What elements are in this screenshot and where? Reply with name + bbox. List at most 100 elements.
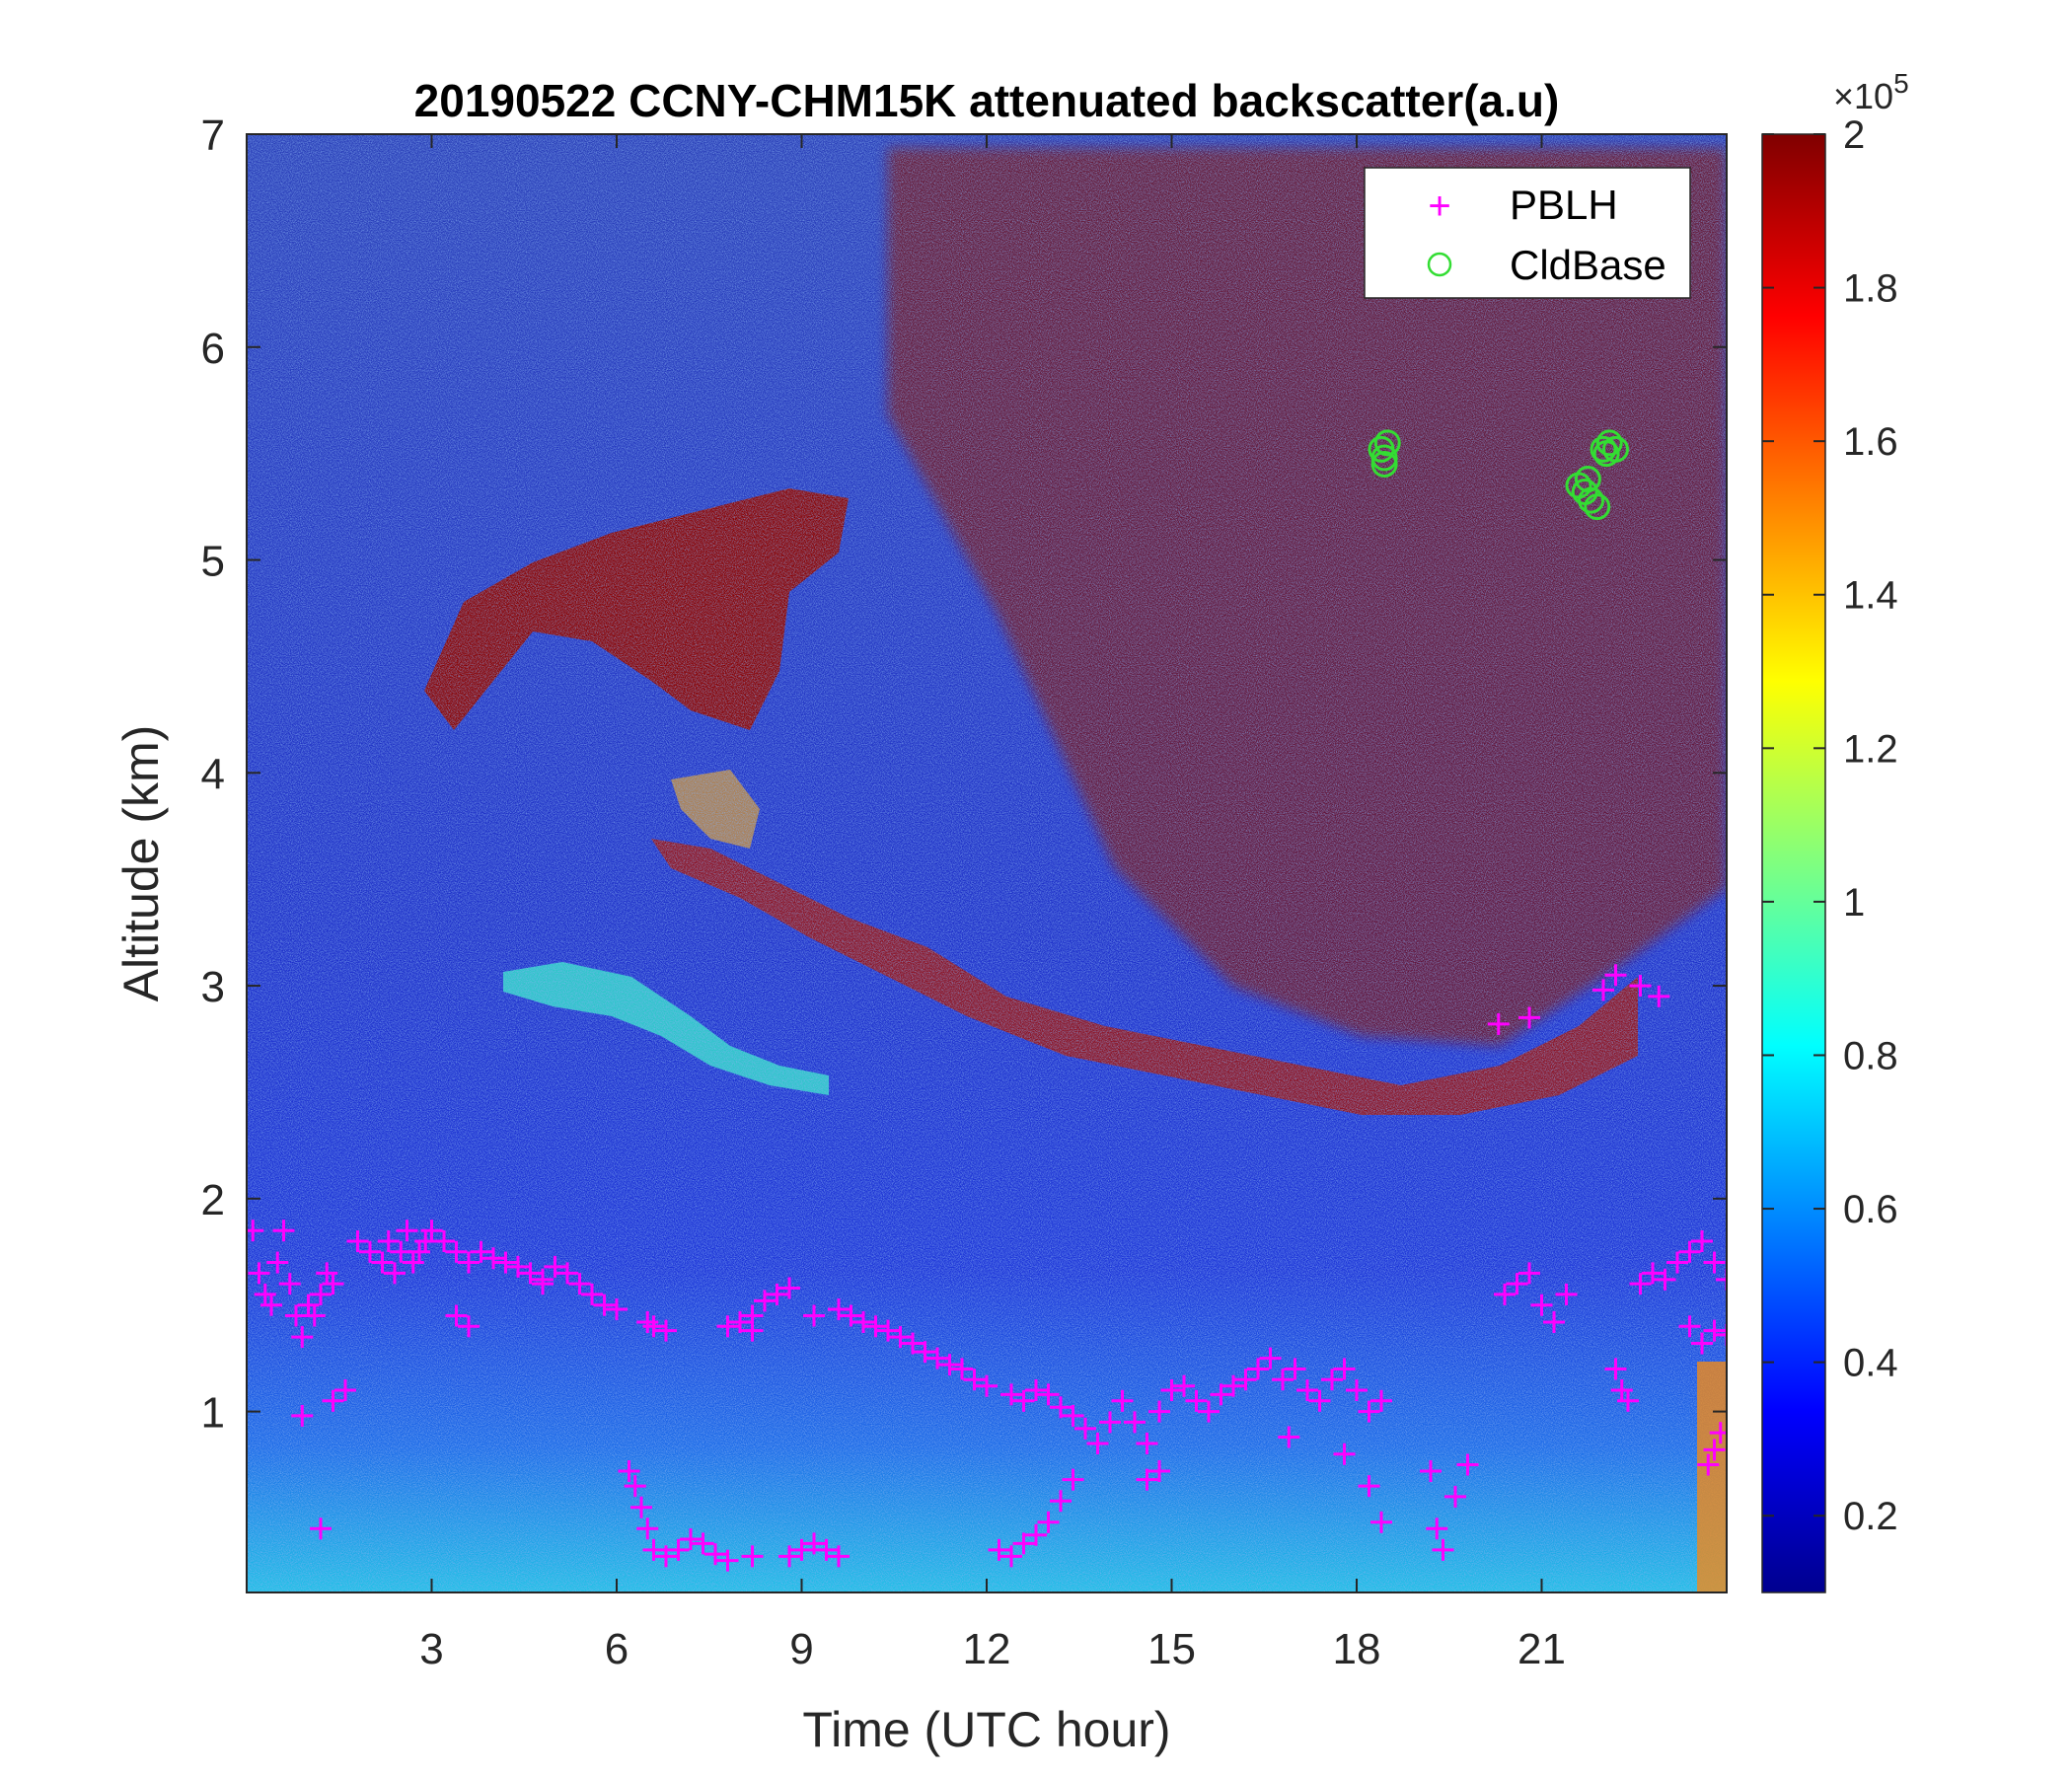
pblh-point (1654, 1268, 1676, 1291)
pblh-point (655, 1319, 677, 1342)
pblh-point (1086, 1432, 1109, 1454)
colorbar-tick-label: 1.2 (1843, 727, 1898, 771)
pblh-point (532, 1273, 554, 1295)
pblh-point (828, 1545, 850, 1568)
x-axis: 3 6 9 12 15 18 21 (419, 134, 1566, 1673)
pblh-point (272, 1220, 295, 1242)
pblh-point (1198, 1400, 1220, 1423)
pblh-point (303, 1304, 326, 1327)
pblh-point (346, 1229, 369, 1252)
pblh-point (704, 1543, 726, 1566)
x-axis-label: Time (UTC hour) (802, 1702, 1170, 1757)
pblh-point (371, 1251, 394, 1274)
pblh-point (458, 1315, 480, 1338)
pblh-point (1703, 1319, 1726, 1342)
pblh-point (1555, 1283, 1578, 1305)
cldbase-markers (1368, 429, 1629, 521)
pblh-point (1000, 1545, 1022, 1568)
colorbar: 0.2 0.4 0.6 0.8 1 1.2 1.4 1.6 1.8 2 ×105 (1761, 68, 1909, 1593)
colorbar-exponent-base: ×10 (1833, 76, 1893, 116)
x-tick-label: 21 (1517, 1625, 1566, 1673)
colorbar-tick-label: 0.2 (1843, 1495, 1898, 1538)
pblh-point (630, 1496, 652, 1518)
pblh-point (1642, 1262, 1664, 1285)
pblh-point (544, 1255, 566, 1278)
pblh-point (1678, 1315, 1701, 1338)
pblh-point (951, 1358, 973, 1380)
pblh-point (1506, 1273, 1528, 1295)
pblh-point (1518, 1262, 1540, 1285)
pblh-point (1025, 1379, 1047, 1402)
pblh-point (1370, 1511, 1392, 1533)
y-tick-label: 3 (201, 963, 225, 1011)
pblh-point (1037, 1383, 1060, 1406)
pblh-point (692, 1532, 714, 1555)
pblh-point (322, 1389, 344, 1412)
pblh-point (926, 1347, 948, 1369)
pblh-point (1025, 1523, 1047, 1546)
pblh-point (840, 1304, 862, 1327)
pblh-point (260, 1294, 282, 1316)
pblh-point (852, 1310, 874, 1333)
pblh-point (1124, 1411, 1146, 1434)
pblh-point (938, 1354, 961, 1376)
pblh-point (618, 1460, 640, 1483)
pblh-point (1456, 1453, 1479, 1476)
pblh-point (1444, 1485, 1466, 1508)
pblh-point (1648, 985, 1670, 1007)
pblh-point (445, 1304, 468, 1327)
pblh-point (1136, 1468, 1158, 1491)
pblh-point (1629, 1273, 1652, 1295)
pblh-point (1716, 1268, 1727, 1291)
pblh-point (1111, 1389, 1134, 1412)
pblh-point (1012, 1389, 1035, 1412)
legend-entry-cldbase: CldBase (1427, 242, 1666, 288)
pblh-point (1278, 1426, 1300, 1448)
pblh-point (803, 1304, 825, 1327)
pblh-point (877, 1319, 899, 1342)
pblh-point (248, 1262, 270, 1285)
legend-cldbase-label: CldBase (1510, 242, 1666, 288)
pblh-point (1370, 1389, 1392, 1412)
legend: + PBLH CldBase (1364, 167, 1691, 299)
colorbar-tick-label: 1.6 (1843, 420, 1898, 464)
pblh-point (494, 1251, 517, 1274)
pblh-point (1321, 1369, 1343, 1391)
pblh-point (636, 1517, 659, 1540)
pblh-point (1222, 1374, 1244, 1397)
pblh-point (1703, 1251, 1726, 1274)
pblh-point (1678, 1240, 1701, 1263)
pblh-point (310, 1517, 332, 1540)
pblh-point (741, 1545, 764, 1568)
colorbar-gradient (1761, 133, 1826, 1593)
legend-entry-pblh: + PBLH (1428, 182, 1617, 228)
pblh-point (988, 1538, 1010, 1561)
y-tick-label: 2 (201, 1176, 225, 1224)
pblh-point (766, 1283, 788, 1305)
pblh-point (1050, 1490, 1072, 1513)
pblh-point (606, 1298, 628, 1321)
pblh-point (1426, 1517, 1448, 1540)
pblh-point (1703, 1439, 1726, 1461)
legend-pblh-label: PBLH (1510, 182, 1618, 228)
colorbar-exponent: ×105 (1833, 68, 1909, 116)
pblh-point (642, 1315, 665, 1338)
pblh-point (1530, 1294, 1553, 1316)
pblh-point (420, 1220, 443, 1242)
x-tick-label: 15 (1147, 1625, 1196, 1673)
pblh-point (1160, 1379, 1183, 1402)
cldbase-point (1373, 429, 1401, 457)
backscatter-heatmap (247, 134, 1727, 1592)
pblh-point (581, 1283, 603, 1305)
pblh-point (716, 1315, 739, 1338)
pblh-point (1247, 1358, 1269, 1380)
pblh-point (1333, 1443, 1356, 1465)
pblh-point (458, 1251, 480, 1274)
pblh-point (310, 1283, 332, 1305)
surface-band-right (1697, 1362, 1727, 1592)
pblh-point (1333, 1358, 1356, 1380)
colorbar-tick-label: 1.8 (1843, 267, 1898, 311)
chart-title: 20190522 CCNY-CHM15K attenuated backscat… (414, 75, 1560, 126)
pblh-point (815, 1538, 838, 1561)
